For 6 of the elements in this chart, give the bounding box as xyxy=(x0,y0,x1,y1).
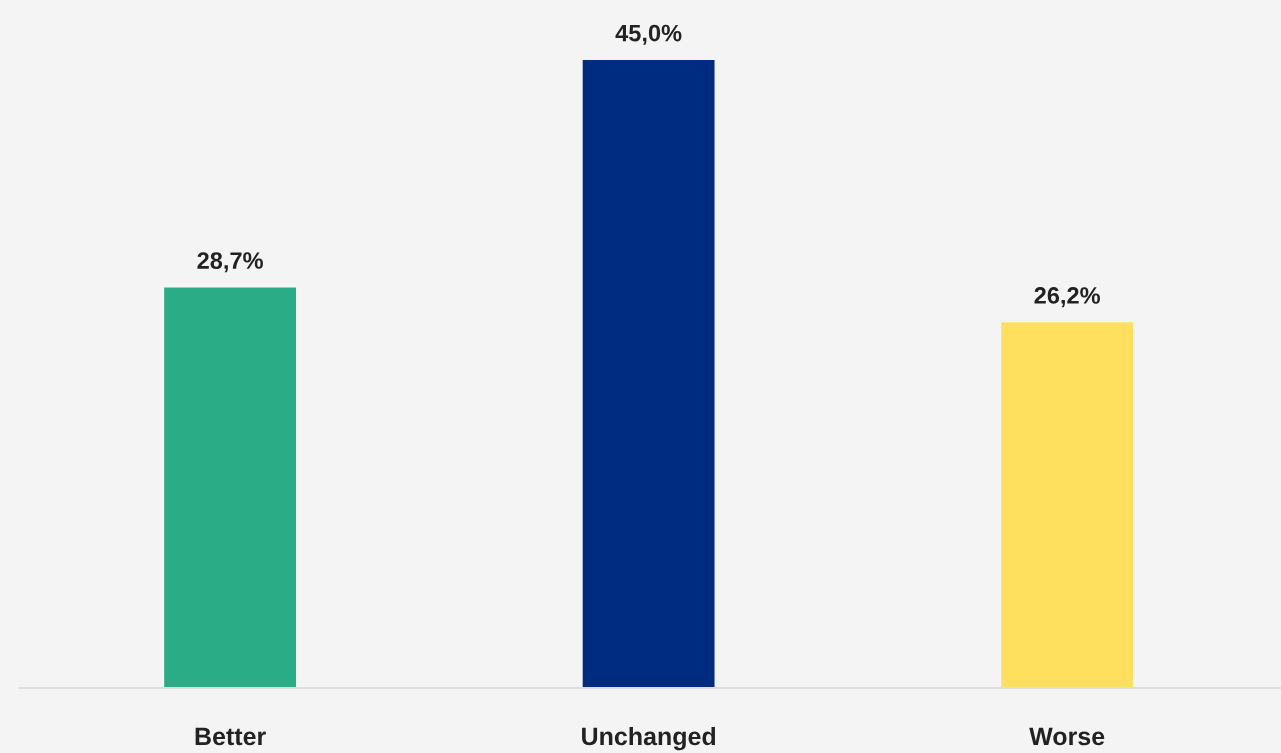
x-tick-label: Better xyxy=(195,727,266,746)
x-tick-label: Unchanged xyxy=(582,726,716,751)
data-label: 26,2% xyxy=(1034,287,1100,308)
data-label: 28,7% xyxy=(197,252,263,273)
x-tick-label: Worse xyxy=(1029,727,1105,746)
data-label: 45,0% xyxy=(615,24,682,45)
